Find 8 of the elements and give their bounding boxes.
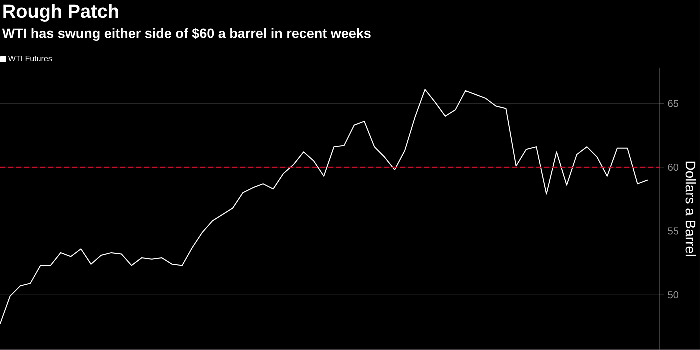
chart-title: Rough Patch [4,4,118,22]
y-tick-label: 60 [668,164,679,171]
y-tick-label: 50 [668,291,679,299]
line-series [0,89,648,325]
y-tick-label: 55 [668,228,679,235]
chart-subtitle: WTI has swung either side of $60 a barrel in recent weeks [2,28,371,42]
y-tick-label: 65 [668,100,679,108]
y-axis-title: Dollars a Barrel [686,162,696,256]
